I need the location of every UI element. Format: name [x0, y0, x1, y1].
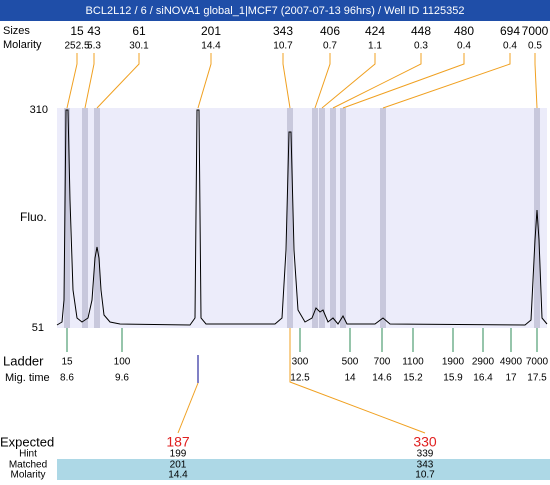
peak-size: 201: [201, 24, 221, 38]
peak-link: [314, 53, 331, 109]
expected-link: [289, 328, 426, 434]
mig-time: 8.6: [60, 373, 74, 384]
ladder-size: 700: [374, 357, 391, 368]
peak-size: 694: [500, 24, 520, 38]
peak-molarity: 5.3: [87, 41, 101, 52]
expected-link: [177, 382, 199, 434]
peak-molarity: 1.1: [368, 41, 382, 52]
hint-value: 339: [417, 449, 434, 460]
peak-band: [319, 108, 325, 328]
peak-molarity: 30.1: [129, 41, 149, 52]
mig-time: 15.9: [443, 373, 463, 384]
peak-molarity: 14.4: [201, 41, 221, 52]
peak-size: 43: [87, 24, 101, 38]
peak-band: [94, 108, 100, 328]
molarity-label: Molarity: [3, 39, 42, 51]
plot-area: [57, 108, 547, 328]
peak-size: 480: [454, 24, 474, 38]
peak-band: [312, 108, 318, 328]
header-bar: [0, 0, 550, 21]
peak-molarity: 0.7: [323, 41, 337, 52]
peak-size: 15: [70, 24, 84, 38]
peak-size: 448: [411, 24, 431, 38]
peak-link: [342, 53, 465, 109]
matched-value: 343: [417, 460, 434, 471]
y-min-label: 51: [32, 322, 44, 334]
table-molarity-label: Molarity: [10, 470, 45, 480]
molarity-value: 10.7: [415, 470, 435, 480]
mig-time: 12.5: [290, 373, 310, 384]
peak-link: [84, 53, 95, 109]
peak-molarity: 10.7: [273, 41, 293, 52]
y-axis-label: Fluo.: [20, 210, 47, 224]
peak-band: [82, 108, 88, 328]
y-max-label: 310: [30, 104, 48, 116]
peak-size: 343: [273, 24, 293, 38]
mig-time-label: Mig. time: [5, 372, 50, 384]
peak-link: [382, 53, 511, 109]
peak-size: 406: [320, 24, 340, 38]
ladder-label: Ladder: [3, 353, 44, 368]
matched-band: [57, 459, 550, 480]
ladder-size: 15: [61, 357, 73, 368]
peak-molarity: 0.4: [457, 41, 471, 52]
mig-time: 14.6: [372, 373, 392, 384]
ladder-size: 1900: [442, 357, 465, 368]
mig-time: 17.5: [527, 373, 547, 384]
peak-link: [282, 53, 291, 109]
hint-value: 199: [170, 449, 187, 460]
expected-label: Expected: [0, 434, 54, 449]
ladder-size: 2900: [472, 357, 495, 368]
peak-size: 61: [132, 24, 146, 38]
peak-band: [287, 108, 293, 328]
peak-band: [340, 108, 346, 328]
ladder-size: 300: [292, 357, 309, 368]
molarity-value: 14.4: [168, 470, 188, 480]
hint-label: Hint: [19, 449, 37, 460]
ladder-size: 1100: [402, 357, 424, 368]
peak-link: [197, 53, 212, 109]
peak-molarity: 252.5: [64, 41, 89, 52]
mig-time: 15.2: [403, 373, 423, 384]
peak-link: [332, 53, 422, 109]
peak-molarity: 0.3: [414, 41, 428, 52]
peak-band: [64, 108, 70, 328]
trace: [56, 109, 548, 326]
peak-band: [380, 108, 386, 328]
sizes-label: Sizes: [3, 25, 30, 37]
mig-time: 16.4: [473, 373, 493, 384]
ladder-size: 7000: [526, 357, 549, 368]
peak-molarity: 0.4: [503, 41, 517, 52]
peak-link: [66, 53, 78, 109]
header-title: BCL2L12 / 6 / siNOVA1 global_1|MCF7 (200…: [86, 5, 465, 17]
matched-value: 201: [170, 460, 187, 471]
mig-time: 14: [344, 373, 356, 384]
ladder-size: 100: [114, 357, 131, 368]
peak-band: [534, 108, 540, 328]
peak-size: 424: [365, 24, 385, 38]
expected-value: 330: [413, 434, 437, 450]
peak-molarity: 0.5: [528, 41, 542, 52]
mig-time: 9.6: [115, 373, 129, 384]
mig-time: 17: [505, 373, 517, 384]
ladder-size: 4900: [500, 357, 523, 368]
expected-value: 187: [166, 434, 190, 450]
matched-label: Matched: [9, 460, 47, 471]
peak-link: [96, 53, 140, 109]
peak-size: 7000: [522, 24, 549, 38]
peak-link: [534, 53, 538, 109]
ladder-size: 500: [342, 357, 359, 368]
peak-band: [330, 108, 336, 328]
peak-link: [321, 53, 376, 109]
